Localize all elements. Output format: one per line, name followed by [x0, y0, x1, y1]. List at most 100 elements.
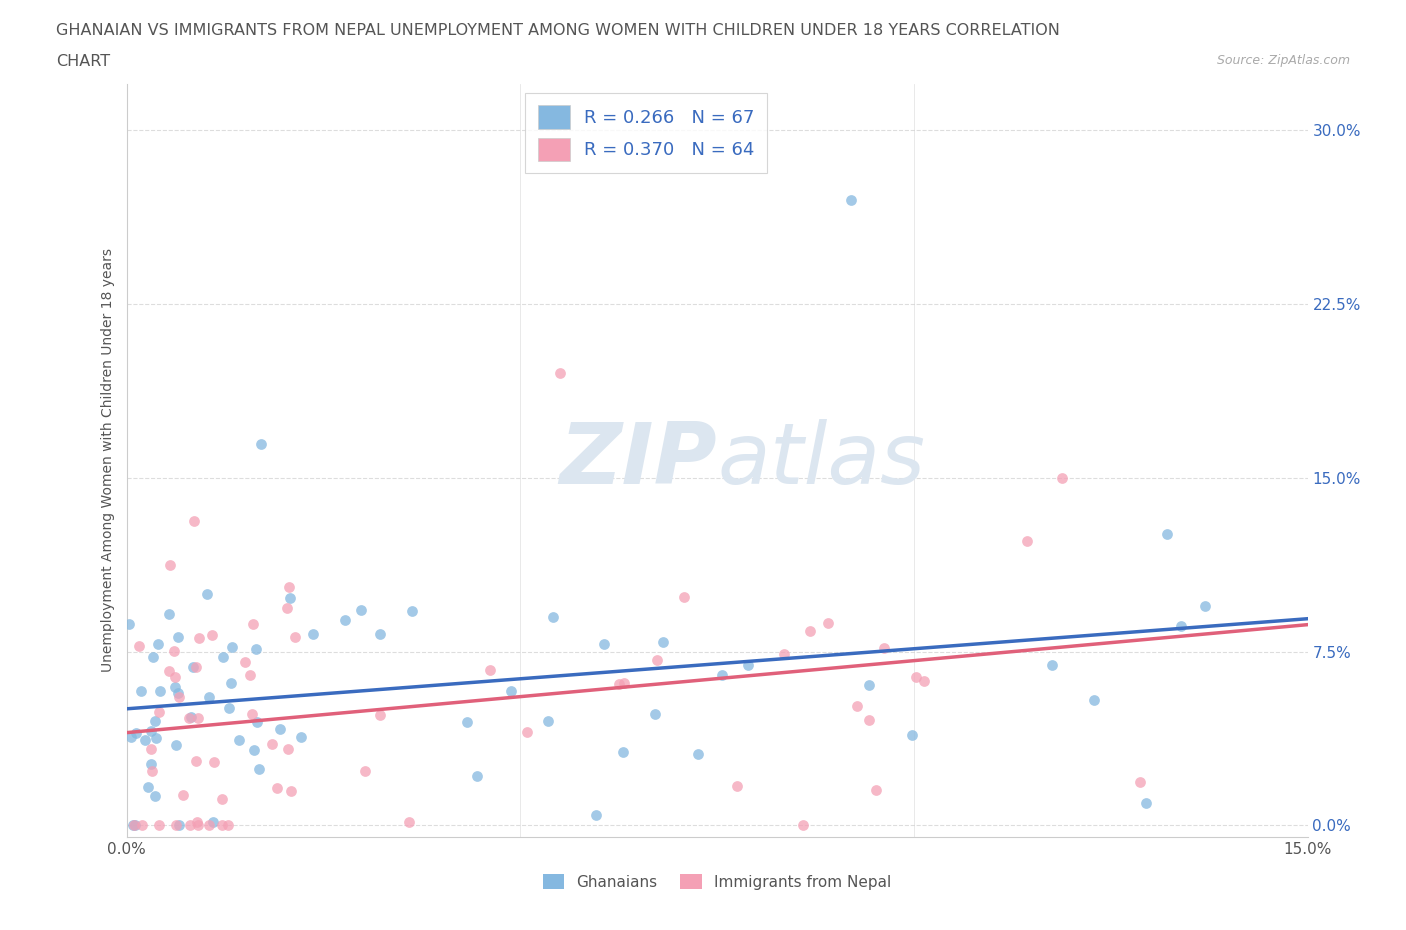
Point [368, 708, 391, 723]
Point [240, 707, 263, 722]
Point [858, 677, 880, 692]
Point [737, 658, 759, 672]
Point [163, 670, 186, 684]
Point [183, 513, 205, 528]
Text: Source: ZipAtlas.com: Source: ZipAtlas.com [1216, 54, 1350, 67]
Point [165, 817, 187, 832]
Point [180, 710, 202, 724]
Point [711, 667, 734, 682]
Point [612, 745, 634, 760]
Point [516, 724, 538, 739]
Point [165, 737, 187, 752]
Point [613, 675, 636, 690]
Y-axis label: Unemployment Among Women with Children Under 18 years: Unemployment Among Women with Children U… [101, 248, 115, 672]
Point [585, 807, 607, 822]
Point [912, 673, 935, 688]
Point [607, 677, 630, 692]
Point [128, 638, 150, 653]
Point [249, 436, 271, 451]
Point [139, 757, 162, 772]
Point [239, 668, 262, 683]
Point [792, 818, 814, 833]
Point [686, 747, 709, 762]
Point [537, 713, 560, 728]
Point [817, 616, 839, 631]
Point [725, 779, 748, 794]
Point [139, 724, 162, 739]
Point [146, 637, 169, 652]
Point [179, 711, 201, 725]
Point [122, 818, 145, 833]
Point [235, 655, 257, 670]
Point [202, 755, 225, 770]
Point [125, 725, 148, 740]
Point [212, 650, 235, 665]
Point [163, 644, 186, 659]
Point [201, 815, 224, 830]
Point [277, 741, 299, 756]
Point [217, 818, 239, 833]
Point [211, 791, 233, 806]
Point [159, 558, 181, 573]
Point [143, 789, 166, 804]
Point [246, 714, 269, 729]
Point [401, 604, 423, 618]
Point [245, 642, 267, 657]
Point [134, 733, 156, 748]
Point [165, 680, 187, 695]
Point [1040, 658, 1063, 672]
Point [865, 783, 887, 798]
Point [839, 193, 862, 207]
Point [548, 366, 571, 381]
Point [186, 815, 208, 830]
Point [118, 617, 141, 631]
Text: CHART: CHART [56, 54, 110, 69]
Point [456, 714, 478, 729]
Point [278, 591, 301, 605]
Point [179, 818, 201, 833]
Point [368, 627, 391, 642]
Point [266, 780, 288, 795]
Point [184, 660, 207, 675]
Point [188, 631, 211, 645]
Point [873, 641, 896, 656]
Point [593, 637, 616, 652]
Point [136, 780, 159, 795]
Point [197, 690, 219, 705]
Point [218, 701, 240, 716]
Point [145, 730, 167, 745]
Point [1135, 796, 1157, 811]
Point [1129, 775, 1152, 790]
Point [465, 769, 488, 784]
Point [148, 704, 170, 719]
Point [148, 818, 170, 833]
Text: ZIP: ZIP [560, 418, 717, 502]
Point [167, 685, 190, 700]
Text: GHANAIAN VS IMMIGRANTS FROM NEPAL UNEMPLOYMENT AMONG WOMEN WITH CHILDREN UNDER 1: GHANAIAN VS IMMIGRANTS FROM NEPAL UNEMPL… [56, 23, 1060, 38]
Point [284, 630, 307, 644]
Point [1156, 526, 1178, 541]
Point [901, 728, 924, 743]
Point [651, 634, 673, 649]
Point [845, 698, 868, 713]
Point [228, 733, 250, 748]
Point [302, 627, 325, 642]
Point [479, 663, 502, 678]
Point [772, 647, 794, 662]
Point [290, 729, 312, 744]
Point [541, 610, 564, 625]
Point [139, 741, 162, 756]
Point [276, 600, 298, 615]
Point [129, 684, 152, 698]
Point [124, 818, 146, 833]
Point [169, 689, 191, 704]
Point [181, 659, 204, 674]
Point [247, 762, 270, 777]
Point [169, 818, 191, 833]
Point [904, 670, 927, 684]
Point [1170, 618, 1192, 633]
Point [269, 722, 291, 737]
Point [143, 713, 166, 728]
Point [1050, 471, 1073, 485]
Point [211, 818, 233, 833]
